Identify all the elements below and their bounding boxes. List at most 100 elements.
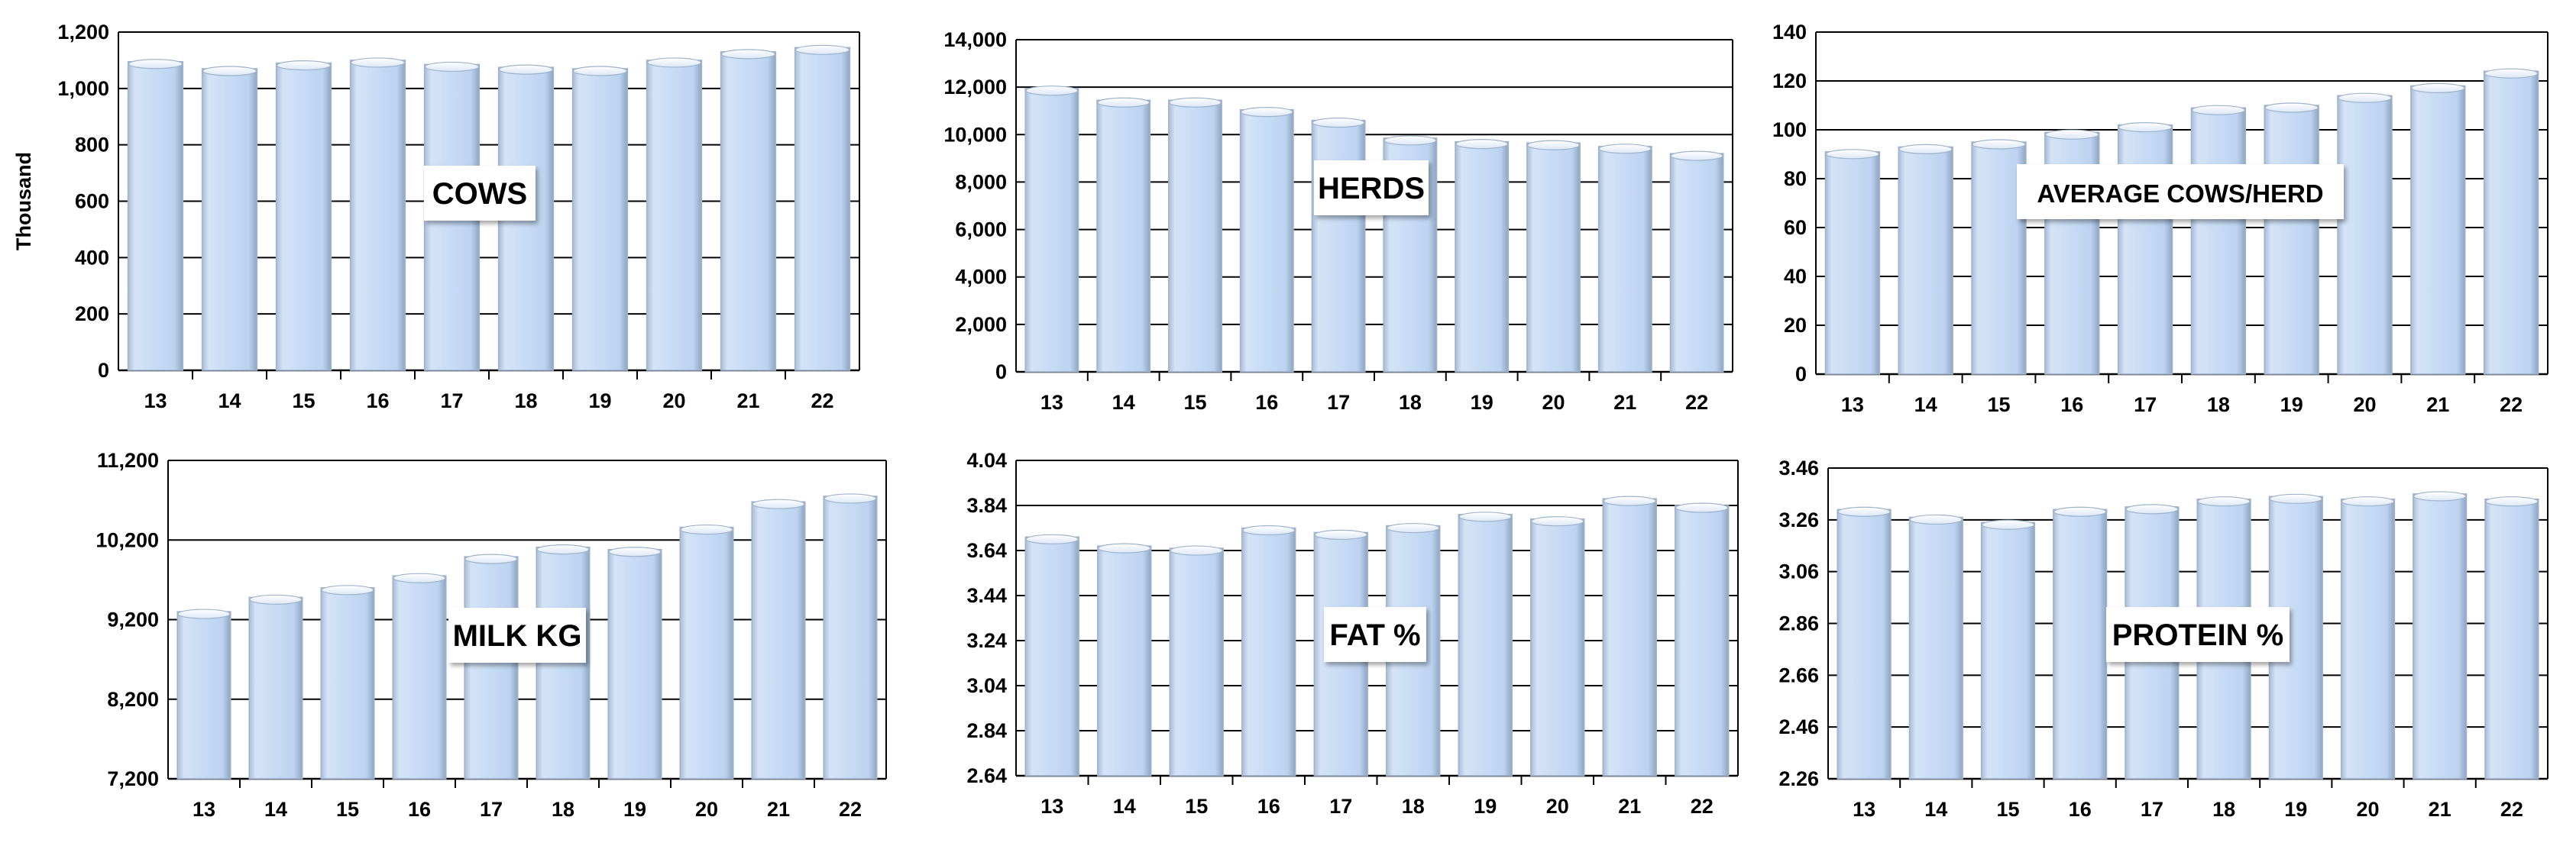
y-tick-label: 0: [995, 360, 1007, 383]
bar-cap: [2045, 129, 2099, 140]
bar-cap: [351, 57, 405, 68]
bar-body: [1980, 521, 2036, 780]
x-tick-label: 15: [1185, 795, 1208, 818]
x-tick-label: 21: [736, 389, 759, 412]
bar-body: [2413, 493, 2468, 780]
x-tick-label: 13: [193, 798, 215, 821]
y-tick-label: 1,000: [57, 77, 109, 100]
bar: [1311, 118, 1366, 373]
bar-body: [1241, 527, 1296, 777]
bar-cap: [1670, 150, 1723, 161]
x-tick-label: 19: [588, 389, 611, 412]
x-tick-label: 21: [2426, 393, 2449, 416]
bar: [720, 49, 777, 371]
chart-title: PROTEIN %: [2112, 618, 2283, 652]
bar-cap: [2338, 92, 2392, 103]
x-tick-label: 18: [2212, 798, 2235, 821]
bar-cap: [1169, 97, 1222, 108]
chart-4: 2.64 2.84 3.04 3.24 3.44 3.64 3.84 4.04 13 14 15 16…: [966, 449, 1739, 818]
bar-body: [1024, 87, 1079, 373]
bar-body: [1097, 545, 1152, 777]
x-tick-label: 16: [2060, 393, 2083, 416]
bar-body: [1096, 99, 1151, 373]
x-tick-label: 22: [1691, 795, 1714, 818]
x-tick-label: 16: [1257, 795, 1280, 818]
y-tick-label: 2,000: [955, 313, 1007, 336]
y-tick-label: 40: [1784, 265, 1807, 288]
bar-body: [1908, 516, 1963, 780]
chart-2: 0 20 40 60 80 100 120 140 13 14 15 16 17 18 19 20 21 22 AV…: [1772, 21, 2548, 416]
chart-title-box: FAT %: [1324, 607, 1426, 662]
bar-body: [1675, 505, 1730, 777]
y-tick-label: 3.24: [966, 629, 1007, 652]
bar-body: [2117, 124, 2173, 375]
bar-cap: [1527, 140, 1580, 150]
y-tick-label: 11,200: [97, 449, 159, 472]
bar: [2117, 122, 2173, 375]
bar-body: [1530, 518, 1585, 777]
bar-cap: [2411, 82, 2465, 94]
bar-cap: [249, 594, 303, 605]
bar-cap: [2118, 122, 2173, 133]
x-tick-label: 22: [2500, 798, 2523, 821]
y-tick-label: 120: [1772, 69, 1807, 92]
bar-body: [536, 546, 591, 780]
bar-cap: [573, 66, 627, 76]
y-tick-label: 7,200: [107, 767, 159, 790]
bar: [1530, 516, 1585, 777]
chart-3: 7,200 8,200 9,200 10,200 11,200 13 14 15 16 17 18 1…: [95, 449, 887, 821]
bar-body: [571, 68, 629, 371]
bar-cap: [824, 493, 877, 504]
y-tick-label: 3.84: [966, 494, 1007, 517]
bar-cap: [1240, 107, 1293, 118]
bar-cap: [1598, 144, 1652, 154]
bar: [2337, 92, 2393, 375]
bar-cap: [1242, 525, 1296, 536]
bar-body: [720, 51, 777, 371]
bar-body: [2410, 85, 2466, 375]
bar: [1455, 139, 1510, 373]
bar: [1824, 149, 1881, 375]
bar-cap: [2125, 504, 2179, 515]
y-tick-label: 60: [1784, 216, 1807, 239]
bar-cap: [1097, 97, 1150, 108]
bar: [2484, 496, 2539, 780]
bar: [751, 499, 806, 780]
chart-title: HERDS: [1318, 172, 1425, 205]
x-tick-label: 18: [2207, 393, 2230, 416]
bar-cap: [1825, 149, 1879, 160]
chart-1: 0 2,000 4,000 6,000 8,000 10,000 12,000 14,000 1…: [943, 28, 1733, 414]
y-tick-label: 0: [98, 359, 109, 382]
bar-body: [1669, 153, 1724, 373]
x-tick-label: 18: [514, 389, 537, 412]
x-tick-label: 16: [2069, 798, 2092, 821]
y-tick-label: 4.04: [966, 449, 1007, 472]
bar: [349, 57, 406, 371]
x-tick-label: 21: [2429, 798, 2451, 821]
bar: [679, 524, 734, 780]
x-tick-label: 22: [1685, 391, 1708, 414]
bar: [127, 59, 184, 371]
bar-cap: [1025, 86, 1079, 96]
bar: [1168, 97, 1222, 373]
y-tick-label: 10,000: [943, 123, 1007, 146]
bar-cap: [499, 64, 553, 75]
bar-cap: [1531, 516, 1584, 527]
chart-title-box: AVERAGE COWS/HERD: [2017, 164, 2344, 219]
x-tick-label: 20: [1542, 391, 1565, 414]
y-tick-label: 400: [75, 246, 109, 269]
bar: [646, 57, 703, 371]
x-tick-label: 19: [1471, 391, 1493, 414]
bar-cap: [128, 59, 183, 69]
bar-cap: [721, 49, 775, 60]
bar-cap: [1675, 502, 1729, 513]
bar-cap: [2341, 496, 2394, 507]
x-tick-label: 22: [2500, 393, 2523, 416]
bar-cap: [1982, 519, 2034, 530]
bar-body: [1458, 514, 1513, 777]
y-tick-label: 2.66: [1778, 664, 1819, 686]
bar-body: [320, 587, 375, 780]
bar-cap: [464, 554, 518, 564]
bar-body: [1024, 536, 1079, 777]
